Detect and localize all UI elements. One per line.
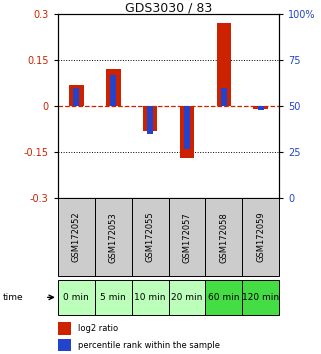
Bar [69,85,83,106]
Bar [242,280,279,315]
Text: percentile rank within the sample: percentile rank within the sample [78,341,220,350]
Bar [205,198,242,276]
Bar [58,339,71,351]
Bar [242,198,279,276]
Bar [184,106,190,149]
Text: GSM172057: GSM172057 [182,212,192,263]
Bar [253,106,268,109]
Text: GSM172053: GSM172053 [108,212,118,263]
Text: 10 min: 10 min [134,293,166,302]
Text: GSM172055: GSM172055 [145,212,155,263]
Bar [179,106,194,158]
Bar [58,322,71,335]
Text: 5 min: 5 min [100,293,126,302]
Text: time: time [3,293,24,302]
Text: GSM172058: GSM172058 [219,212,229,263]
Bar [132,198,169,276]
Text: 0 min: 0 min [63,293,89,302]
Text: 120 min: 120 min [242,293,279,302]
Text: GSM172052: GSM172052 [72,212,81,263]
Title: GDS3030 / 83: GDS3030 / 83 [125,1,212,14]
Bar [216,23,231,106]
Bar [143,106,157,131]
Bar [221,88,227,106]
Bar [169,280,205,315]
Text: GSM172059: GSM172059 [256,212,265,263]
Bar [95,198,132,276]
Bar [258,106,264,110]
Bar [74,88,79,106]
Bar [169,198,205,276]
Bar [106,69,120,106]
Text: log2 ratio: log2 ratio [78,324,118,333]
Text: 60 min: 60 min [208,293,240,302]
Bar [58,198,95,276]
Bar [132,280,169,315]
Bar [110,75,116,106]
Bar [147,106,153,134]
Bar [58,280,95,315]
Text: 20 min: 20 min [171,293,203,302]
Bar [205,280,242,315]
Bar [95,280,132,315]
